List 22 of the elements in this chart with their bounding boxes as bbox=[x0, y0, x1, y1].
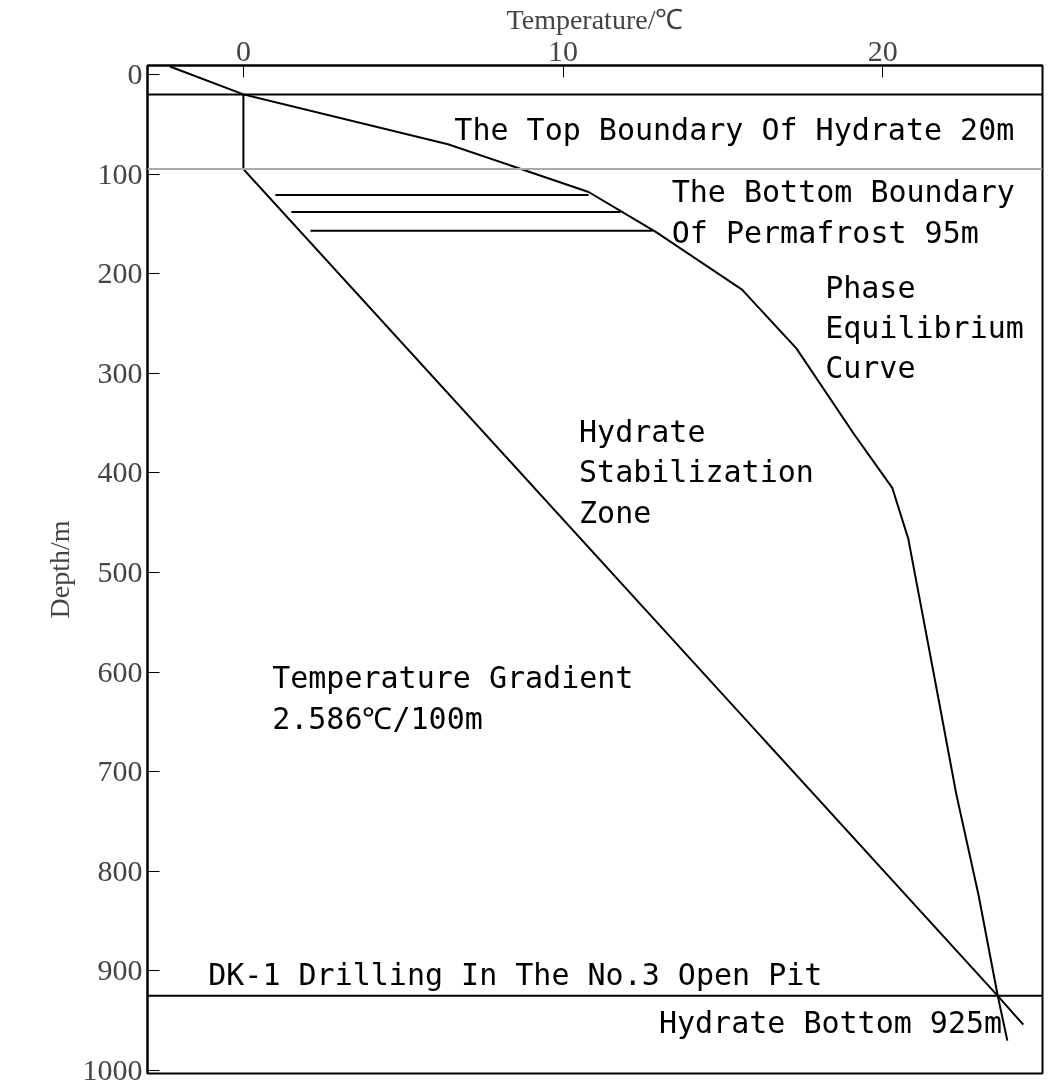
x-tick-label: 0 bbox=[235, 33, 251, 67]
annotation: Hydrate Stabilization Zone bbox=[579, 414, 814, 530]
y-tick-label: 700 bbox=[97, 754, 143, 788]
y-tick-label: 600 bbox=[97, 654, 143, 688]
annotation: The Bottom Boundary Of Permafrost 95m bbox=[671, 174, 1015, 250]
y-tick-label: 200 bbox=[97, 256, 143, 290]
y-tick-label: 0 bbox=[127, 56, 143, 90]
y-tick-label: 300 bbox=[97, 355, 143, 389]
annotation: Temperature Gradient 2.586℃/100m bbox=[272, 660, 634, 736]
y-tick-label: 100 bbox=[97, 156, 143, 190]
x-tick-label: 20 bbox=[867, 33, 898, 67]
annotation: Hydrate Bottom 925m bbox=[658, 1005, 1003, 1041]
annotation: Phase Equilibrium Curve bbox=[825, 269, 1024, 386]
annotation: The Top Boundary Of Hydrate 20m bbox=[454, 111, 1015, 147]
y-tick-label: 900 bbox=[97, 953, 143, 987]
annotation: DK-1 Drilling In The No.3 Open Pit bbox=[208, 957, 823, 993]
y-tick-label: 800 bbox=[97, 853, 143, 887]
y-axis-title: Depth/m bbox=[43, 520, 75, 619]
x-axis-title: Temperature/℃ bbox=[506, 3, 684, 35]
y-tick-label: 400 bbox=[97, 455, 143, 489]
y-tick-label: 500 bbox=[97, 554, 143, 588]
y-tick-label: 1000 bbox=[82, 1053, 143, 1087]
